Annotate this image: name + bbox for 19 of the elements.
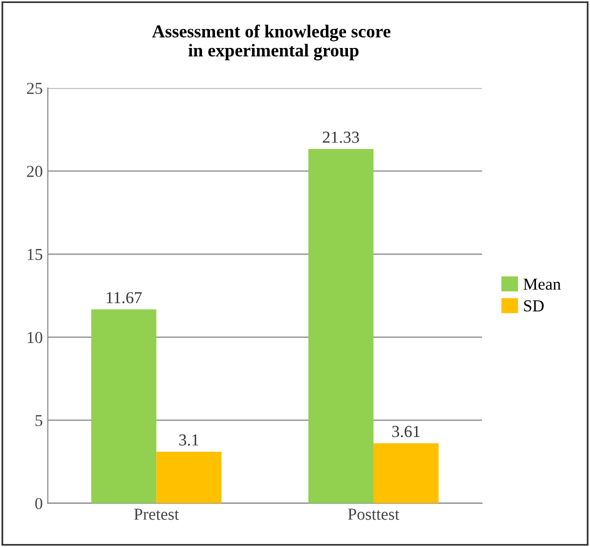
y-tick-label: 10 bbox=[28, 332, 42, 344]
legend-label: SD bbox=[524, 300, 544, 312]
bar bbox=[308, 149, 374, 504]
data-label: 3.1 bbox=[179, 434, 198, 446]
data-label: 11.67 bbox=[106, 292, 142, 304]
x-tick-label: Posttest bbox=[348, 508, 400, 520]
y-tick-label: 25 bbox=[26, 82, 42, 94]
y-tick-label: 0 bbox=[35, 498, 42, 510]
y-tick-label: 5 bbox=[36, 415, 42, 426]
data-label: 3.61 bbox=[392, 426, 420, 438]
y-tick-label: 15 bbox=[28, 248, 42, 260]
chart-title: Assessment of knowledge score in experimental group bbox=[152, 24, 390, 60]
data-label: 21.33 bbox=[322, 132, 359, 143]
x-tick-label: Pretest bbox=[134, 508, 179, 520]
legend-label: Mean bbox=[524, 278, 561, 290]
y-tick-label: 20 bbox=[26, 166, 42, 178]
bar bbox=[91, 309, 156, 504]
bar bbox=[373, 443, 439, 504]
bar bbox=[156, 452, 222, 504]
